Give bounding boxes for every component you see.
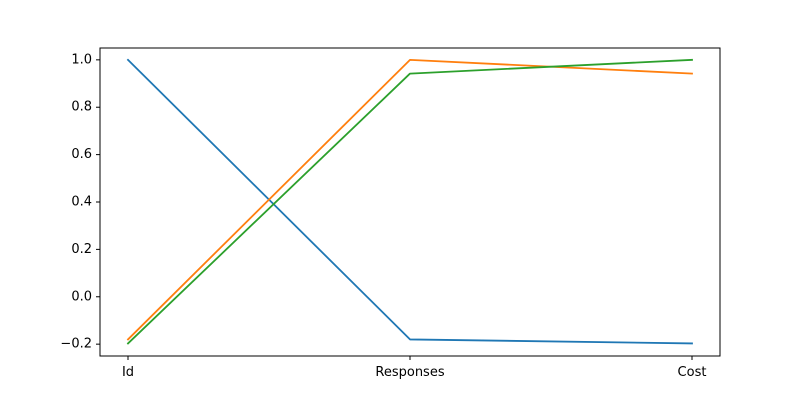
y-tick-label: 0.0 — [71, 289, 92, 304]
y-tick-label: 0.4 — [71, 195, 92, 210]
y-axis: −0.2 0.0 0.2 0.4 0.6 0.8 1.0 — [60, 52, 100, 352]
series-layer — [126, 58, 693, 345]
series-line-2 — [126, 58, 693, 341]
x-tick-label: Cost — [678, 365, 707, 380]
y-tick-label: 0.6 — [71, 147, 92, 162]
x-tick-label: Id — [122, 365, 134, 380]
series-line-3 — [126, 58, 693, 345]
axes-frame — [99, 47, 721, 357]
y-tick-label: 0.8 — [71, 100, 92, 115]
y-tick-label: −0.2 — [60, 337, 92, 352]
series-line-1 — [126, 58, 693, 345]
y-tick-label: 1.0 — [71, 52, 92, 67]
x-tick-label: Responses — [375, 365, 444, 380]
x-axis: Id Responses Cost — [122, 356, 707, 380]
y-tick-label: 0.2 — [71, 242, 92, 257]
